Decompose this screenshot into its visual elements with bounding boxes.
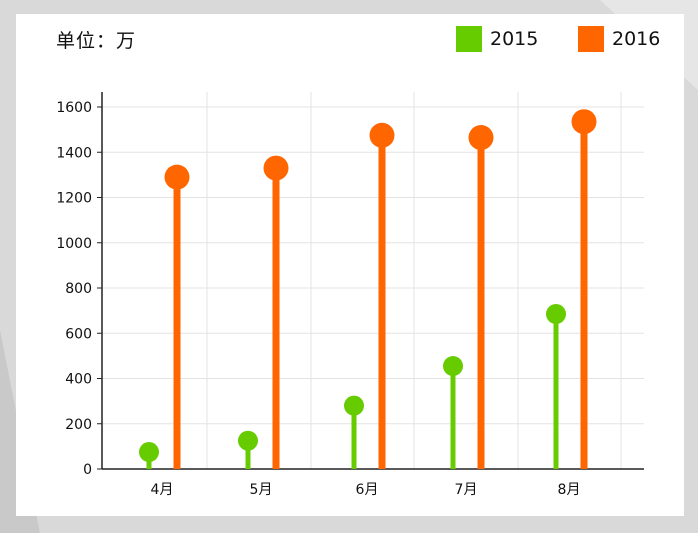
y-tick-label: 1000 — [56, 236, 92, 252]
legend-item-2015: 2015 — [456, 26, 538, 52]
legend-item-2016: 2016 — [578, 26, 660, 52]
y-tick-label: 400 — [65, 372, 92, 388]
point-2015-5 — [238, 430, 258, 451]
unit-label: 单位：万 — [56, 30, 137, 52]
point-2016-6 — [369, 122, 395, 148]
legend-swatch-2015 — [456, 26, 482, 52]
point-2015-4 — [139, 442, 159, 463]
point-2015-8 — [546, 304, 566, 325]
legend-label-2016: 2016 — [612, 28, 661, 50]
y-tick-labels: 0 200 400 600 800 1000 1200 1400 1600 — [56, 100, 92, 478]
point-2016-8 — [571, 109, 597, 135]
y-tick-label: 200 — [65, 417, 92, 433]
legend-label-2015: 2015 — [490, 28, 539, 50]
point-2015-7 — [443, 356, 463, 377]
y-tick-label: 800 — [65, 281, 92, 297]
point-2016-4 — [164, 164, 190, 190]
y-tick-label: 1600 — [56, 100, 92, 116]
gridlines — [102, 92, 644, 469]
x-tick-label: 8月 — [558, 482, 581, 498]
point-2015-6 — [344, 395, 364, 416]
y-tick-label: 1200 — [56, 191, 92, 207]
x-tick-label: 4月 — [151, 482, 174, 498]
point-2016-5 — [263, 155, 289, 181]
x-tick-label: 5月 — [250, 482, 273, 498]
data-marks — [139, 109, 597, 469]
legend-swatch-2016 — [578, 26, 604, 52]
y-tick-label: 1400 — [56, 145, 92, 161]
x-tick-labels: 4月 5月 6月 7月 8月 — [151, 482, 581, 498]
point-2016-7 — [468, 125, 494, 151]
y-tick-label: 600 — [65, 326, 92, 342]
x-tick-label: 6月 — [356, 482, 379, 498]
y-tick-label: 0 — [83, 462, 92, 478]
x-tick-label: 7月 — [455, 482, 478, 498]
chart-card — [16, 14, 684, 516]
